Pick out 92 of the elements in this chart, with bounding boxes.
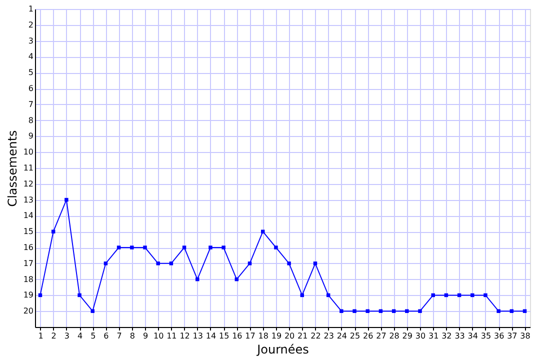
point	[248, 262, 252, 266]
x-tick-label: 33	[454, 332, 465, 340]
x-tick-label: 7	[116, 332, 122, 340]
point	[496, 309, 500, 313]
x-tick-label: 8	[130, 332, 135, 340]
x-tick-label: 18	[258, 332, 268, 340]
point	[470, 293, 474, 298]
x-tick-label: 23	[324, 332, 334, 340]
point	[287, 262, 291, 266]
point	[222, 246, 226, 250]
y-tick-label: 20	[23, 306, 34, 316]
point	[116, 246, 121, 250]
x-tick-label: 25	[350, 332, 360, 340]
point	[274, 246, 278, 250]
y-tick-label: 18	[23, 274, 34, 284]
y-tick-label: 2	[28, 20, 34, 30]
x-tick-label: 13	[192, 332, 203, 340]
point	[208, 246, 212, 250]
point	[64, 198, 68, 202]
x-tick-label: 15	[218, 332, 230, 340]
point	[378, 309, 383, 313]
point	[130, 246, 134, 250]
point	[104, 262, 108, 266]
y-tick-label: 10	[23, 148, 34, 157]
point	[313, 262, 318, 266]
y-tick-label: 4	[28, 52, 34, 62]
y-tick-label: 11	[23, 164, 34, 172]
x-tick-label: 32	[442, 332, 452, 340]
x-tick-label: 22	[310, 332, 321, 340]
x-tick-label: 26	[363, 332, 374, 340]
point	[405, 309, 409, 313]
y-tick-label: 13	[23, 195, 34, 204]
x-tick-label: 17	[245, 332, 256, 340]
x-tick-label: 6	[104, 332, 109, 340]
point	[510, 309, 514, 313]
x-tick-label: 19	[271, 332, 282, 340]
x-axis-title: Journées	[256, 342, 309, 356]
y-tick-label: 14	[23, 211, 34, 220]
x-tick-label: 31	[428, 332, 439, 340]
x-tick-label: 35	[480, 332, 492, 340]
x-tick-label: 9	[142, 332, 148, 340]
x-tick-label: 1	[38, 332, 44, 340]
point	[196, 277, 200, 282]
x-tick-label: 34	[468, 332, 478, 340]
x-tick-label: 14	[206, 332, 216, 340]
y-tick-label: 16	[23, 243, 34, 252]
point	[522, 309, 527, 313]
y-tick-label: 7	[28, 100, 34, 109]
point	[156, 262, 160, 266]
x-tick-label: 10	[154, 332, 164, 340]
y-tick-label: 6	[28, 84, 34, 93]
x-tick-label: 4	[77, 332, 83, 340]
point	[431, 293, 435, 298]
x-tick-label: 28	[389, 332, 400, 340]
y-tick-label: 1	[28, 4, 34, 14]
y-tick-label: 3	[28, 36, 34, 46]
y-axis-title: Classements	[5, 130, 20, 207]
point	[484, 293, 488, 298]
x-tick-label: 20	[284, 332, 295, 340]
x-tick-label: 38	[520, 332, 530, 340]
x-tick-label: 30	[415, 332, 426, 340]
y-tick-label: 9	[28, 132, 34, 141]
x-tick-label: 2	[51, 332, 56, 340]
y-tick-label: 12	[23, 179, 34, 188]
y-tick-label: 8	[28, 116, 34, 125]
point	[51, 230, 56, 234]
y-tick-label: 17	[23, 258, 34, 268]
point	[78, 293, 82, 298]
point	[169, 262, 174, 266]
point	[418, 309, 422, 313]
x-tick-label: 3	[64, 332, 70, 340]
y-tick-label: 19	[23, 290, 34, 300]
x-tick-label: 37	[507, 332, 518, 340]
point	[340, 309, 344, 313]
x-tick-label: 24	[336, 332, 348, 340]
point	[352, 309, 356, 313]
y-tick-label: 5	[28, 68, 34, 78]
x-tick-label: 5	[90, 332, 96, 340]
point	[366, 309, 370, 313]
point	[90, 309, 94, 313]
x-tick-label: 36	[494, 332, 504, 340]
x-tick-label: 21	[298, 332, 308, 340]
point	[260, 230, 265, 234]
point	[392, 309, 396, 313]
point	[143, 246, 147, 250]
x-tick-label: 27	[376, 332, 386, 340]
x-tick-label: 11	[166, 332, 177, 340]
x-tick-label: 16	[232, 332, 242, 340]
x-tick-label: 29	[402, 332, 412, 340]
x-tick-label: 12	[180, 332, 190, 340]
point	[182, 246, 186, 250]
y-tick-label: 15	[23, 227, 34, 236]
